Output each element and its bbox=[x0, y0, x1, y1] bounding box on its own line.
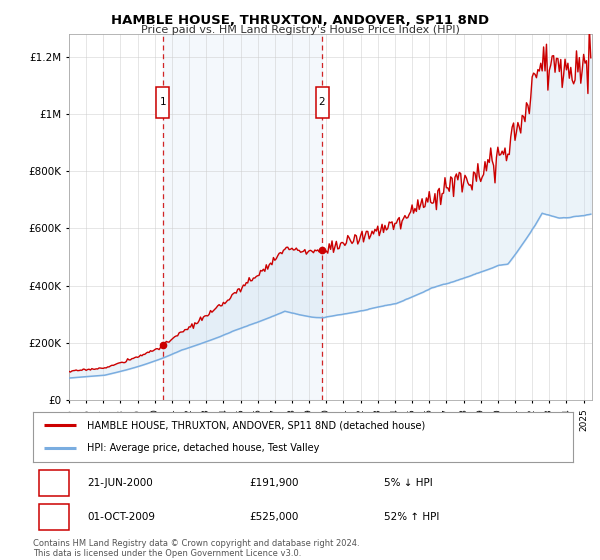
FancyBboxPatch shape bbox=[40, 470, 69, 496]
Text: Contains HM Land Registry data © Crown copyright and database right 2024.
This d: Contains HM Land Registry data © Crown c… bbox=[33, 539, 359, 558]
Text: 52% ↑ HPI: 52% ↑ HPI bbox=[384, 512, 439, 522]
FancyBboxPatch shape bbox=[40, 504, 69, 530]
Text: 2: 2 bbox=[51, 512, 58, 522]
Text: HAMBLE HOUSE, THRUXTON, ANDOVER, SP11 8ND (detached house): HAMBLE HOUSE, THRUXTON, ANDOVER, SP11 8N… bbox=[87, 420, 425, 430]
FancyBboxPatch shape bbox=[157, 87, 169, 118]
Text: 1: 1 bbox=[160, 97, 166, 108]
Text: Price paid vs. HM Land Registry's House Price Index (HPI): Price paid vs. HM Land Registry's House … bbox=[140, 25, 460, 35]
Text: HPI: Average price, detached house, Test Valley: HPI: Average price, detached house, Test… bbox=[87, 444, 319, 454]
Text: 1: 1 bbox=[51, 478, 58, 488]
FancyBboxPatch shape bbox=[316, 87, 329, 118]
Bar bbox=[163, 34, 322, 400]
Text: HAMBLE HOUSE, THRUXTON, ANDOVER, SP11 8ND: HAMBLE HOUSE, THRUXTON, ANDOVER, SP11 8N… bbox=[111, 14, 489, 27]
Text: 5% ↓ HPI: 5% ↓ HPI bbox=[384, 478, 433, 488]
Text: 21-JUN-2000: 21-JUN-2000 bbox=[87, 478, 153, 488]
Text: £191,900: £191,900 bbox=[249, 478, 299, 488]
Text: 2: 2 bbox=[319, 97, 325, 108]
Text: £525,000: £525,000 bbox=[249, 512, 298, 522]
Text: 01-OCT-2009: 01-OCT-2009 bbox=[87, 512, 155, 522]
